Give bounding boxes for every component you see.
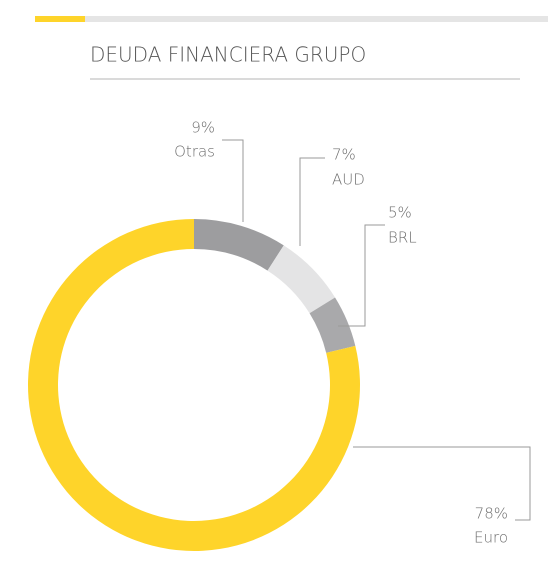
chart-title: DEUDA FINANCIERA GRUPO <box>90 43 366 67</box>
leader-line <box>338 224 385 327</box>
donut-segment <box>267 245 336 314</box>
leader-line <box>353 446 531 521</box>
value-label: 9% <box>191 119 215 137</box>
value-label: 7% <box>332 146 356 164</box>
category-label: Otras <box>174 143 215 161</box>
donut <box>27 219 360 551</box>
category-label: BRL <box>388 229 417 247</box>
leader-line <box>299 157 325 246</box>
donut-segment <box>194 219 284 271</box>
top-bar-accent <box>35 16 85 22</box>
donut-segment <box>309 297 356 353</box>
top-bar <box>35 16 548 22</box>
category-label: AUD <box>332 171 365 189</box>
category-label: Euro <box>474 529 508 547</box>
value-label: 78% <box>475 505 508 523</box>
value-label: 5% <box>388 204 412 222</box>
leader-line <box>222 139 244 222</box>
